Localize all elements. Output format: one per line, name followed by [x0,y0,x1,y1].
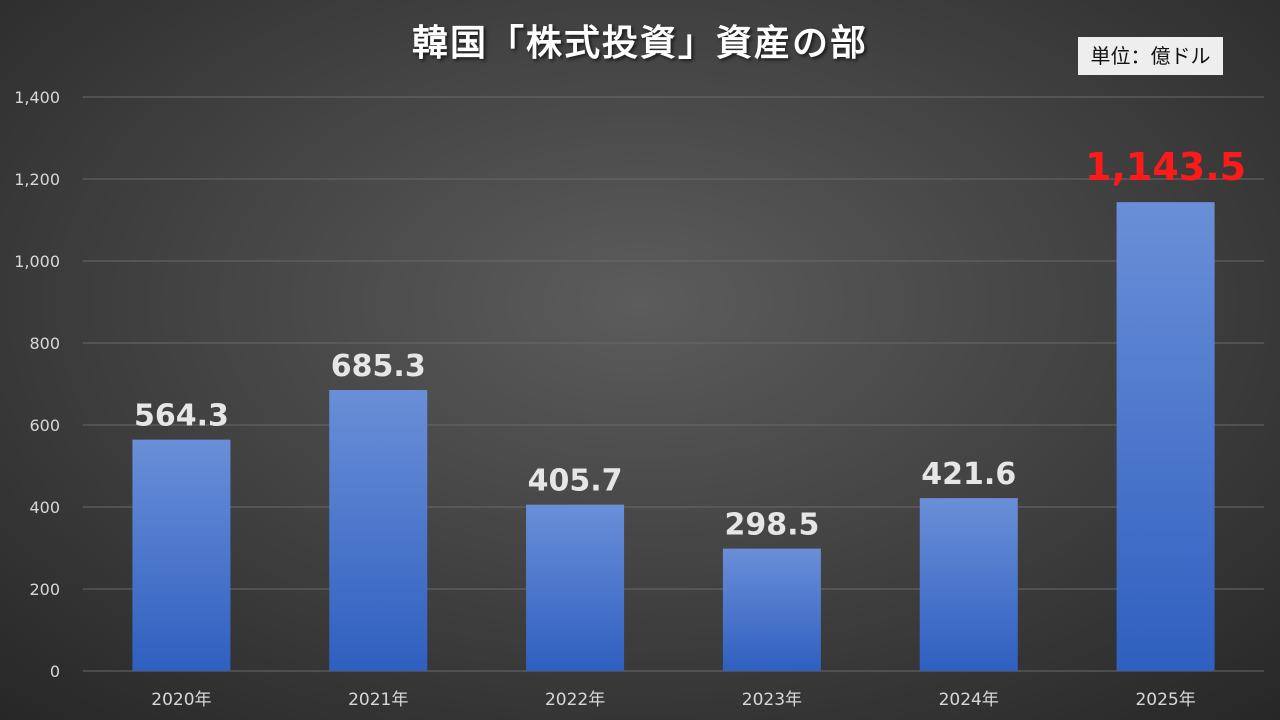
y-tick-label: 1,200 [14,170,60,189]
y-tick-label: 1,400 [14,88,60,107]
x-tick-label: 2024年 [939,690,999,710]
value-label: 405.7 [528,464,623,499]
y-tick-label: 0 [50,662,60,681]
bar-2023年 [722,548,821,671]
bar-2024年 [919,498,1018,671]
bar-2020年 [132,439,231,671]
y-tick-label: 1,000 [14,252,60,271]
bar-2021年 [329,390,428,671]
y-tick-label: 200 [29,580,60,599]
value-label: 1,143.5 [1085,145,1246,189]
y-axis-ticks: 0 200 400 600 800 1,000 1,200 1,400 [14,88,60,681]
x-tick-label: 2020年 [151,690,211,710]
x-tick-label: 2022年 [545,690,605,710]
x-tick-label: 2025年 [1135,690,1195,710]
y-tick-label: 600 [29,416,60,435]
value-label: 685.3 [331,349,426,384]
unit-label: 単位：億ドル [1078,37,1223,75]
y-tick-label: 800 [29,334,60,353]
bar-2025年 [1116,202,1215,672]
x-axis-ticks: 2020年 2021年 2022年 2023年 2024年 2025年 [151,690,1195,710]
y-tick-label: 400 [29,498,60,517]
x-tick-label: 2021年 [348,690,408,710]
value-labels: 564.3 685.3 405.7 298.5 421.6 1,143.5 [134,145,1246,542]
bar-2022年 [526,504,625,671]
value-label: 298.5 [724,508,819,543]
chart-title: 韓国「株式投資」資産の部 [411,23,868,64]
value-label: 421.6 [921,457,1016,492]
bars [132,202,1215,672]
x-tick-label: 2023年 [742,690,802,710]
value-label: 564.3 [134,399,229,434]
gridlines [83,96,1264,672]
